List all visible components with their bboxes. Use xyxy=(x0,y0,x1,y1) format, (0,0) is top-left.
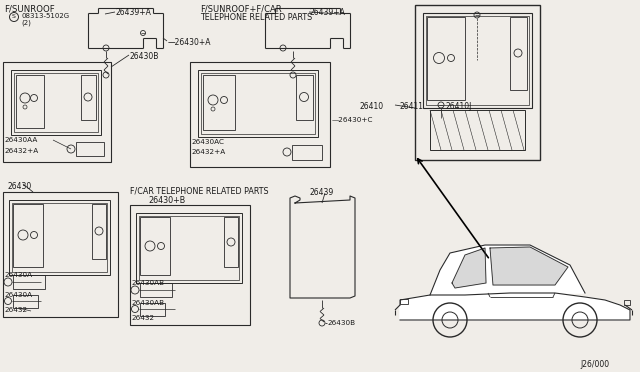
Bar xyxy=(92,204,106,259)
Text: 26430: 26430 xyxy=(8,182,32,191)
Bar xyxy=(510,17,527,90)
Bar xyxy=(198,70,318,137)
Bar xyxy=(140,303,165,316)
Bar xyxy=(624,300,630,305)
Bar xyxy=(13,295,38,308)
Bar xyxy=(201,73,315,134)
Bar xyxy=(203,75,235,130)
Bar xyxy=(190,62,330,167)
Text: J26/000: J26/000 xyxy=(581,360,610,369)
Text: 26439: 26439 xyxy=(310,188,334,197)
Text: 26430AB: 26430AB xyxy=(131,280,164,286)
Bar xyxy=(224,217,238,267)
Text: F/SUNROOF+F/CAR: F/SUNROOF+F/CAR xyxy=(200,4,282,13)
Text: 26430B: 26430B xyxy=(327,320,355,326)
Text: 26430AB: 26430AB xyxy=(131,300,164,306)
Bar xyxy=(136,213,242,283)
Text: F/SUNROOF: F/SUNROOF xyxy=(4,4,55,13)
Text: 26432+A: 26432+A xyxy=(4,148,38,154)
Polygon shape xyxy=(452,248,486,288)
Text: 26430+B: 26430+B xyxy=(148,196,185,205)
Text: 26430AC: 26430AC xyxy=(191,139,224,145)
Bar xyxy=(13,204,43,267)
Bar xyxy=(3,192,118,317)
Text: S: S xyxy=(12,15,16,19)
Bar xyxy=(427,17,465,100)
Text: —26430+A: —26430+A xyxy=(168,38,211,47)
Text: 26410: 26410 xyxy=(360,102,384,111)
Text: 26430A: 26430A xyxy=(4,272,32,278)
Polygon shape xyxy=(490,247,568,285)
Bar xyxy=(139,216,239,280)
Text: 26432: 26432 xyxy=(4,307,27,313)
Bar xyxy=(11,70,101,135)
Bar xyxy=(13,275,45,289)
Text: 26430AA: 26430AA xyxy=(4,137,37,143)
Text: 26439+A: 26439+A xyxy=(116,8,152,17)
Polygon shape xyxy=(430,245,585,295)
Text: 26411: 26411 xyxy=(400,102,424,111)
Polygon shape xyxy=(290,196,355,298)
Bar xyxy=(140,283,172,297)
Bar xyxy=(16,75,44,128)
Bar xyxy=(400,299,408,304)
Text: 26410J: 26410J xyxy=(445,102,472,111)
Bar xyxy=(130,205,250,325)
Bar xyxy=(140,217,170,275)
Polygon shape xyxy=(400,293,630,320)
Text: —26430+C: —26430+C xyxy=(332,117,374,123)
Bar xyxy=(14,73,98,132)
Bar xyxy=(9,200,110,275)
Bar xyxy=(415,5,540,160)
Bar xyxy=(426,16,529,105)
Text: 26432: 26432 xyxy=(131,315,154,321)
Bar xyxy=(81,75,96,120)
Bar xyxy=(76,142,104,156)
Text: 26439+A: 26439+A xyxy=(310,8,346,17)
Text: 26432+A: 26432+A xyxy=(191,149,225,155)
Bar xyxy=(3,62,111,162)
Text: 08313-5102G: 08313-5102G xyxy=(21,13,69,19)
Bar xyxy=(423,13,532,108)
Bar xyxy=(12,203,107,272)
Text: TELEPHONE RELATED PARTS: TELEPHONE RELATED PARTS xyxy=(200,13,312,22)
Bar xyxy=(430,110,525,150)
Text: (2): (2) xyxy=(21,20,31,26)
Text: 26430A: 26430A xyxy=(4,292,32,298)
Bar xyxy=(292,145,322,160)
Bar xyxy=(296,75,313,120)
Text: 26430B: 26430B xyxy=(130,52,159,61)
Text: F/CAR TELEPHONE RELATED PARTS: F/CAR TELEPHONE RELATED PARTS xyxy=(130,187,269,196)
